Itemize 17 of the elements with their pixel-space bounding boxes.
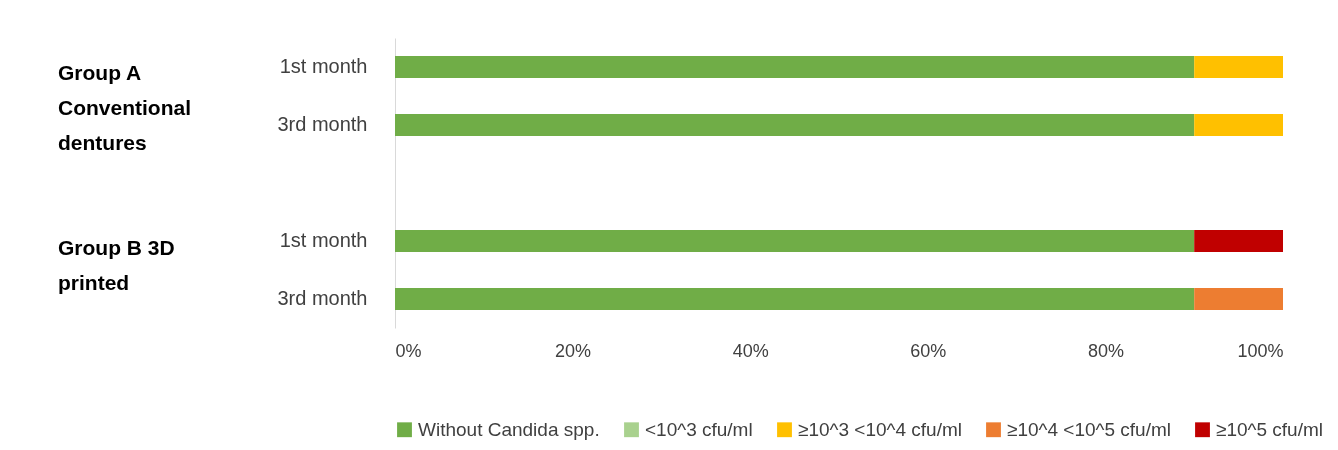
- x-tick-label: 100%: [1237, 340, 1284, 361]
- x-tick-label: 40%: [732, 340, 769, 361]
- text: Group B 3D printed: [58, 235, 176, 296]
- legend-label: ≥10^5 cfu/ml: [1216, 418, 1323, 440]
- y-tick-label: 1st month: [279, 55, 368, 77]
- x-tick-label: 0%: [395, 340, 422, 361]
- x-tick-label: 60%: [910, 340, 947, 361]
- text: Group A Conventional dentures: [58, 60, 192, 156]
- x-tick-label: 20%: [555, 340, 592, 361]
- legend-label: <10^3 cfu/ml: [645, 418, 753, 440]
- legend-label: ≥10^3 <10^4 cfu/ml: [798, 418, 962, 440]
- legend-label: ≥10^4 <10^5 cfu/ml: [1007, 418, 1171, 440]
- y-tick-label: 1st month: [279, 229, 368, 251]
- x-tick-label: 80%: [1087, 340, 1124, 361]
- y-tick-label: 3rd month: [277, 113, 368, 135]
- legend-label: Without Candida spp.: [418, 418, 600, 440]
- y-tick-label: 3rd month: [277, 287, 368, 309]
